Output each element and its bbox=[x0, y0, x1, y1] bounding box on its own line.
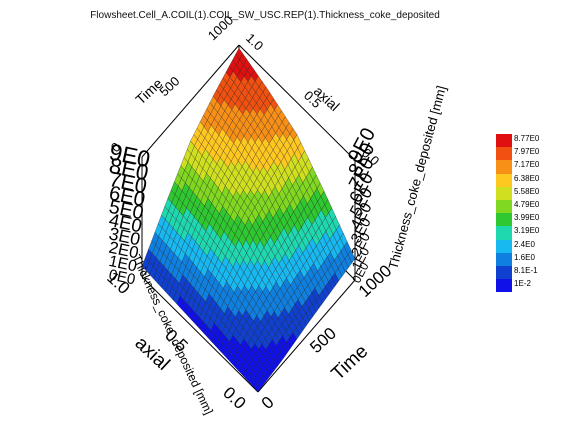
back-axial-tick-label: 1.0 bbox=[243, 30, 266, 53]
colorbar-swatch bbox=[496, 279, 512, 293]
colorbar-swatch bbox=[496, 200, 512, 214]
time-axis-title: Time bbox=[328, 341, 373, 385]
back-time-tick-label: 1000 bbox=[205, 12, 236, 43]
colorbar-value-label: 7.17E0 bbox=[514, 160, 540, 170]
z-tick-left-label: 1E0 bbox=[107, 253, 138, 276]
axes-edge bbox=[257, 279, 356, 393]
colorbar-swatch bbox=[496, 213, 512, 227]
colorbar-swatch bbox=[496, 266, 512, 280]
colorbar-value-label: 1E-2 bbox=[514, 279, 531, 289]
colorbar-value-label: 3.19E0 bbox=[514, 226, 540, 236]
surface-cell bbox=[253, 382, 262, 393]
chart-title: Flowsheet.Cell_A.COIL(1).COIL_SW_USC.REP… bbox=[90, 10, 440, 21]
surface bbox=[141, 47, 356, 393]
colorbar-swatch bbox=[496, 134, 512, 148]
back-time-axis-title: Time bbox=[132, 75, 165, 108]
colorbar-swatch bbox=[496, 147, 512, 161]
colorbar-swatch bbox=[496, 226, 512, 240]
colorbar-swatch bbox=[496, 239, 512, 253]
axes-edge bbox=[238, 44, 356, 161]
time-tick-label: 0 bbox=[258, 393, 278, 413]
colorbar-swatch bbox=[496, 186, 512, 200]
colorbar-value-label: 8.77E0 bbox=[514, 134, 540, 143]
colorbar-swatch bbox=[496, 173, 512, 187]
colorbar-value-label: 3.99E0 bbox=[514, 213, 540, 223]
colorbar-value-label: 4.79E0 bbox=[514, 200, 540, 209]
colorbar-value-label: 2.4E0 bbox=[514, 239, 535, 249]
colorbar-value-label: 6.38E0 bbox=[514, 173, 540, 183]
z-tick-left-label: 0E0 bbox=[107, 266, 137, 288]
colorbar-value-label: 8.1E-1 bbox=[514, 266, 538, 275]
z-axis-title-right: Thickness_coke_deposited [mm] bbox=[385, 84, 448, 271]
colorbar-value-label: 7.97E0 bbox=[514, 147, 540, 157]
colorbar-value-label: 5.58E0 bbox=[514, 186, 540, 196]
colorbar-swatch bbox=[496, 160, 512, 174]
time-tick-label: 500 bbox=[306, 324, 340, 357]
colorbar-swatch bbox=[496, 252, 512, 266]
axial-tick-label: 0.0 bbox=[219, 383, 249, 413]
axes-edge bbox=[141, 44, 240, 158]
axes-edge bbox=[141, 276, 259, 393]
colorbar-value-label: 1.6E0 bbox=[514, 252, 535, 262]
